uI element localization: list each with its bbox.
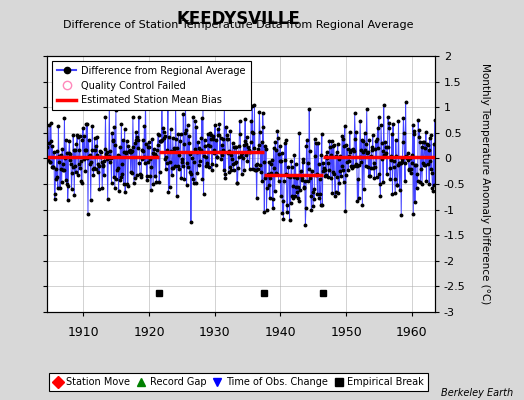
Text: 1920: 1920 bbox=[133, 326, 165, 339]
Y-axis label: Monthly Temperature Anomaly Difference (°C): Monthly Temperature Anomaly Difference (… bbox=[479, 63, 489, 305]
Text: KEEDYSVILLE: KEEDYSVILLE bbox=[177, 10, 300, 28]
Legend: Difference from Regional Average, Quality Control Failed, Estimated Station Mean: Difference from Regional Average, Qualit… bbox=[52, 61, 250, 110]
Text: 1910: 1910 bbox=[68, 326, 99, 339]
Text: 1960: 1960 bbox=[396, 326, 428, 339]
Text: Difference of Station Temperature Data from Regional Average: Difference of Station Temperature Data f… bbox=[63, 20, 413, 30]
Text: 1950: 1950 bbox=[330, 326, 362, 339]
Text: 1940: 1940 bbox=[265, 326, 296, 339]
Text: 1930: 1930 bbox=[199, 326, 231, 339]
Legend: Station Move, Record Gap, Time of Obs. Change, Empirical Break: Station Move, Record Gap, Time of Obs. C… bbox=[49, 373, 428, 391]
Text: Berkeley Earth: Berkeley Earth bbox=[441, 388, 514, 398]
